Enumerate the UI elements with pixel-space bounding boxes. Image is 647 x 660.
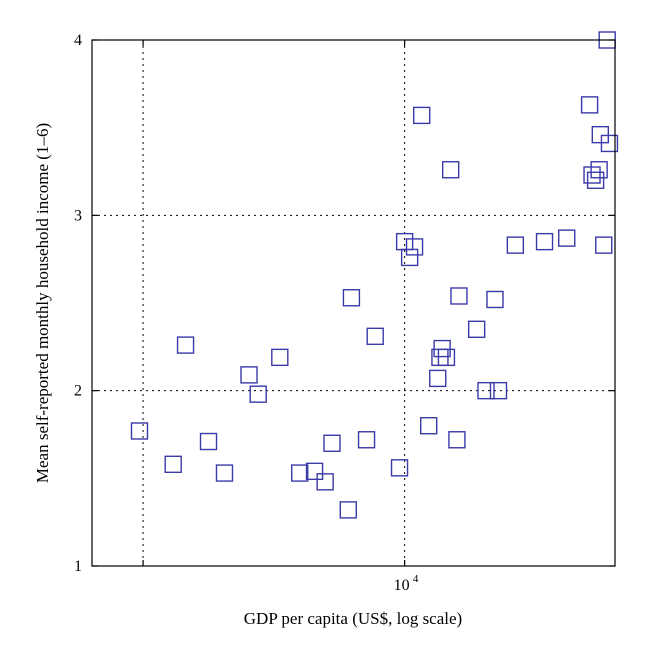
data-point [176,336,195,354]
data-point [591,125,610,144]
data-point [558,229,576,247]
data-point [271,348,289,367]
data-point [366,327,384,346]
data-point [586,171,605,189]
data-point [357,431,376,449]
data-point [164,455,182,474]
data-point [390,459,409,477]
data-point [323,434,341,452]
data-point [420,417,438,435]
x-tick-label-exponent: 4 [413,573,419,585]
y-tick-label: 4 [74,32,82,49]
data-point [429,369,447,388]
data-point [437,348,456,367]
data-point [467,320,486,338]
y-tick-label: 2 [74,383,82,400]
data-point [506,236,525,254]
data-point [339,501,357,519]
data-point [249,385,267,403]
data-point [595,236,613,254]
data-point [583,166,601,184]
data-point [405,238,424,256]
data-point [489,381,508,400]
data-point [342,289,361,307]
data-point [240,366,258,384]
data-point [395,232,414,251]
plot-frame [91,39,616,567]
data-point [290,464,309,482]
axis-ticks [92,39,615,567]
data-point [580,96,599,114]
x-axis-label: GDP per capita (US$, log scale) [244,609,462,628]
data-point [215,464,234,482]
data-point [535,232,554,251]
data-point [199,432,218,451]
data-point [477,381,495,400]
y-tick-label: 3 [74,207,82,224]
y-tick-label: 1 [74,558,82,575]
data-point [448,431,466,449]
data-point [486,290,504,309]
data-points [130,31,619,519]
data-point [441,161,460,179]
data-point [590,161,608,179]
data-point [413,106,431,125]
data-point [400,248,419,267]
data-point [316,473,334,491]
data-point [433,339,451,358]
data-point [130,422,149,440]
data-point [305,462,324,481]
data-point [450,287,468,305]
y-axis-label: Mean self-reported monthly household inc… [33,123,52,483]
data-point [600,134,619,153]
gridlines [92,40,615,566]
x-tick-label: 10 [394,577,410,594]
